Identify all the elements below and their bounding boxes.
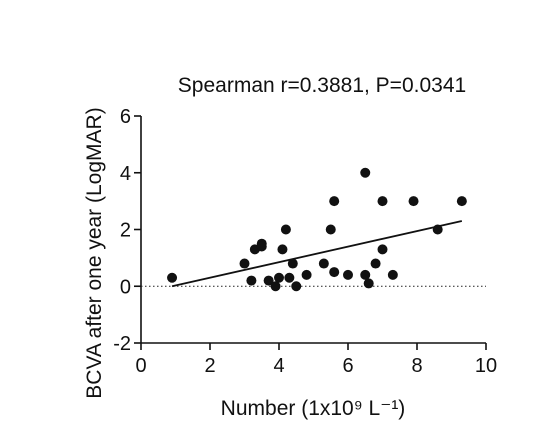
data-point: [377, 244, 388, 255]
x-tick-label: 0: [135, 355, 146, 377]
data-point: [270, 281, 281, 292]
data-point: [284, 272, 295, 283]
data-point: [325, 224, 336, 235]
y-tick-label: 4: [120, 163, 131, 185]
x-tick-label: 8: [411, 355, 422, 377]
data-point: [329, 267, 340, 278]
data-point: [256, 241, 267, 252]
regression-line: [171, 220, 463, 288]
data-point: [360, 269, 371, 280]
data-point: [263, 275, 274, 286]
data-point: [370, 258, 381, 269]
data-point: [280, 224, 291, 235]
data-point: [432, 224, 443, 235]
data-point: [246, 275, 257, 286]
data-point: [363, 278, 374, 289]
data-point: [377, 196, 388, 207]
chart-title: Spearman r=0.3881, P=0.0341: [178, 74, 466, 97]
data-point: [274, 272, 284, 283]
y-tick-label: 2: [120, 220, 131, 242]
data-point: [291, 281, 302, 292]
data-point: [360, 167, 371, 178]
y-tick-label: 6: [120, 106, 131, 128]
data-point: [167, 272, 178, 283]
data-point: [287, 258, 298, 269]
data-point: [329, 196, 340, 207]
data-point: [239, 258, 250, 269]
data-point: [387, 269, 398, 280]
y-tick-label: 0: [120, 276, 131, 298]
x-axis-label: Number (1x10⁹ L⁻¹): [221, 397, 406, 420]
data-point: [343, 269, 353, 280]
data-point: [456, 196, 467, 207]
data-point: [277, 244, 288, 255]
data-point: [301, 269, 312, 280]
y-axis-label: BCVA after one year (LogMAR): [83, 107, 106, 398]
x-tick-label: 2: [204, 355, 215, 377]
x-tick-label: 6: [342, 355, 353, 377]
data-point: [318, 258, 329, 269]
x-tick-label: 4: [273, 355, 284, 377]
x-tick-label: 10: [475, 355, 497, 377]
y-tick-label: -2: [113, 333, 131, 355]
data-point: [408, 196, 419, 207]
